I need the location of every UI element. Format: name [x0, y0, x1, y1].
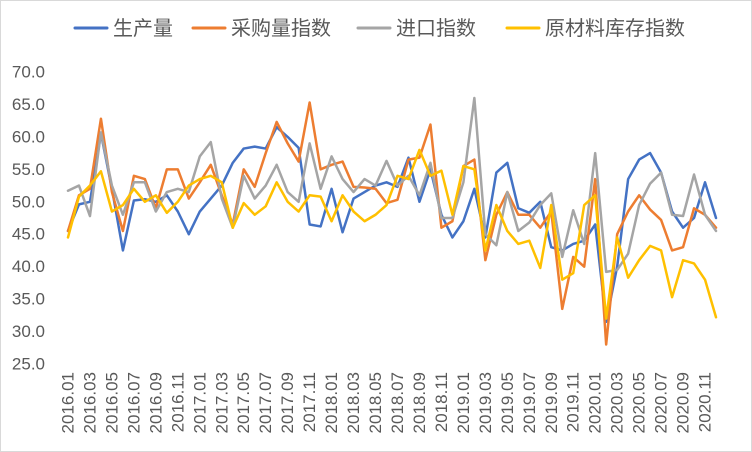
y-tick-label-8: 30.0	[12, 322, 45, 341]
x-tick-label-17: 2018.11	[432, 372, 451, 432]
legend-label-production: 生产量	[113, 16, 173, 40]
x-tick-label-1: 2016.03	[81, 372, 100, 433]
x-axis: 2016.01 2016.03 2016.05 2016.07 2016.09 2016.…	[59, 372, 715, 433]
x-tick-label-24: 2020.01	[586, 372, 605, 433]
x-tick-label-7: 2017.03	[212, 372, 231, 433]
x-tick-label-14: 2018.05	[366, 372, 385, 433]
x-tick-label-23: 2019.11	[564, 372, 583, 432]
x-tick-label-19: 2019.03	[476, 372, 495, 433]
x-tick-label-18: 2019.01	[454, 372, 473, 433]
y-tick-label-0: 70.0	[12, 63, 45, 82]
y-tick-label-1: 65.0	[12, 95, 45, 114]
x-tick-label-0: 2016.01	[59, 372, 78, 433]
plot-area	[66, 96, 718, 346]
x-tick-label-21: 2019.07	[520, 372, 539, 433]
x-tick-label-28: 2020.09	[674, 372, 693, 433]
series-line-purchase-index	[66, 101, 718, 346]
x-tick-label-25: 2020.03	[608, 372, 627, 433]
x-tick-label-2: 2016.05	[102, 372, 121, 433]
x-tick-label-6: 2017.01	[190, 372, 209, 433]
x-tick-label-4: 2016.09	[146, 372, 165, 433]
legend-label-purchase-index: 采购量指数	[231, 16, 331, 40]
legend-item-raw-material-inventory: 原材料库存指数	[505, 16, 685, 40]
x-tick-label-13: 2018.03	[344, 372, 363, 433]
legend-item-production: 生产量	[73, 16, 173, 40]
legend: 生产量 采购量指数 进口指数 原材料库存指数	[73, 16, 685, 40]
x-tick-label-20: 2019.05	[498, 372, 517, 433]
x-tick-label-16: 2018.09	[410, 372, 429, 433]
y-axis: 70.0 65.0 60.0 55.0 50.0 45.0 40.0 35.0 30.0 25.0	[12, 63, 45, 374]
x-tick-label-22: 2019.09	[542, 372, 561, 433]
x-tick-label-12: 2018.01	[322, 372, 341, 433]
y-tick-label-6: 40.0	[12, 257, 45, 276]
x-tick-label-9: 2017.07	[256, 372, 275, 433]
y-tick-label-5: 45.0	[12, 225, 45, 244]
x-tick-label-11: 2017.11	[300, 372, 319, 432]
x-tick-label-10: 2017.09	[278, 372, 297, 433]
legend-item-import-index: 进口指数	[356, 16, 476, 40]
y-tick-label-7: 35.0	[12, 290, 45, 309]
x-tick-label-5: 2016.11	[168, 372, 187, 432]
x-tick-label-3: 2016.07	[124, 372, 143, 433]
legend-label-import-index: 进口指数	[396, 16, 476, 40]
y-tick-label-9: 25.0	[12, 355, 45, 374]
y-tick-label-4: 50.0	[12, 192, 45, 211]
x-tick-label-26: 2020.05	[630, 372, 649, 433]
legend-item-purchase-index: 采购量指数	[191, 16, 331, 40]
legend-label-raw-material-inventory: 原材料库存指数	[545, 16, 685, 40]
x-tick-label-29: 2020.11	[696, 372, 715, 432]
series-line-raw-material-inventory	[66, 148, 718, 320]
y-tick-label-3: 55.0	[12, 160, 45, 179]
x-tick-label-27: 2020.07	[652, 372, 671, 433]
y-tick-label-2: 60.0	[12, 127, 45, 146]
x-tick-label-15: 2018.07	[388, 372, 407, 433]
series-line-import-index	[66, 96, 718, 274]
x-tick-label-8: 2017.05	[234, 372, 253, 433]
